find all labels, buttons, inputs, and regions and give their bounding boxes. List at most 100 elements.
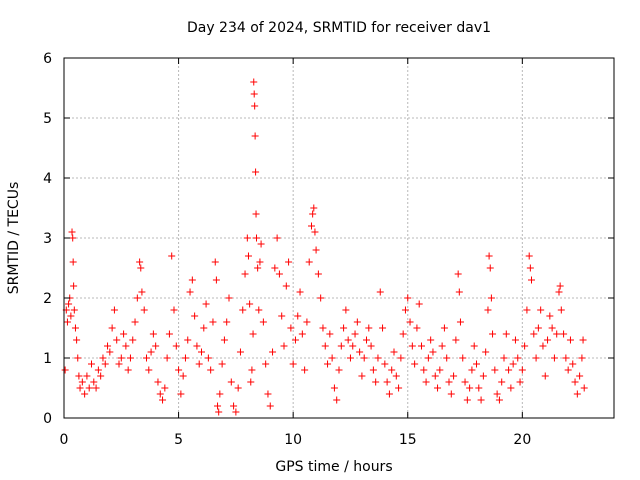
- data-point: [175, 366, 183, 374]
- data-point: [363, 336, 370, 344]
- data-point: [342, 306, 350, 314]
- data-point: [76, 384, 84, 392]
- data-point: [214, 402, 222, 410]
- data-point: [254, 264, 262, 272]
- chart-title: Day 234 of 2024, SRMTID for receiver dav…: [187, 20, 491, 36]
- data-point: [163, 354, 171, 362]
- data-point: [247, 378, 255, 386]
- data-point: [576, 372, 584, 380]
- data-point: [556, 282, 564, 290]
- data-point: [225, 294, 233, 302]
- data-point: [381, 360, 389, 368]
- data-point: [99, 354, 107, 362]
- data-point: [298, 330, 306, 338]
- data-point: [234, 384, 242, 392]
- data-point: [65, 300, 73, 308]
- data-point: [251, 102, 259, 110]
- data-point: [566, 336, 574, 344]
- data-point: [149, 330, 157, 338]
- data-point: [463, 396, 471, 404]
- data-point: [530, 330, 538, 338]
- data-point: [395, 384, 403, 392]
- data-point: [495, 396, 503, 404]
- data-point: [195, 360, 203, 368]
- data-point: [528, 276, 535, 284]
- data-point: [239, 306, 247, 314]
- data-point: [181, 354, 189, 362]
- data-point: [335, 366, 343, 374]
- data-point: [177, 390, 185, 398]
- data-point: [212, 276, 220, 284]
- data-point: [459, 354, 467, 362]
- data-point: [326, 330, 334, 338]
- data-point: [337, 342, 345, 350]
- data-point: [216, 390, 224, 398]
- data-point: [71, 324, 79, 332]
- data-point: [115, 360, 123, 368]
- data-point: [143, 354, 150, 362]
- data-point: [415, 300, 423, 308]
- data-point: [61, 366, 69, 374]
- data-point: [227, 378, 235, 386]
- data-point: [514, 354, 522, 362]
- data-point: [113, 336, 121, 344]
- data-point: [108, 324, 116, 332]
- data-point: [172, 342, 180, 350]
- data-point: [548, 324, 556, 332]
- data-point: [154, 378, 162, 386]
- data-point: [383, 378, 391, 386]
- data-point: [273, 234, 281, 242]
- data-point: [285, 258, 293, 266]
- data-point: [170, 306, 178, 314]
- data-point: [518, 366, 526, 374]
- data-point: [67, 312, 75, 320]
- data-point: [482, 348, 490, 356]
- plot-area: [64, 58, 614, 418]
- data-point: [491, 366, 499, 374]
- data-point: [550, 354, 558, 362]
- data-point: [456, 318, 464, 326]
- data-point: [344, 336, 352, 344]
- data-point: [122, 342, 130, 350]
- data-point: [280, 342, 288, 350]
- data-point: [461, 378, 469, 386]
- data-point: [431, 372, 439, 380]
- data-point: [69, 234, 77, 242]
- data-point: [314, 270, 322, 278]
- data-point: [489, 330, 497, 338]
- data-point: [353, 318, 361, 326]
- data-point: [255, 306, 263, 314]
- data-point: [236, 348, 244, 356]
- data-point: [305, 258, 313, 266]
- data-point: [526, 264, 534, 272]
- y-axis-label: SRMTID / TECUs: [6, 182, 22, 295]
- data-point: [452, 336, 460, 344]
- data-point: [369, 366, 377, 374]
- data-point: [289, 360, 297, 368]
- data-point: [209, 318, 217, 326]
- data-point: [117, 354, 125, 362]
- data-point: [397, 354, 405, 362]
- data-point: [411, 360, 419, 368]
- data-point: [443, 354, 451, 362]
- data-point: [473, 360, 480, 368]
- data-point: [525, 252, 533, 260]
- data-point: [470, 342, 478, 350]
- data-point: [140, 306, 148, 314]
- data-point: [275, 270, 283, 278]
- data-point: [165, 330, 173, 338]
- data-point: [156, 390, 164, 398]
- data-point: [560, 330, 568, 338]
- data-point: [422, 378, 430, 386]
- data-point: [278, 312, 286, 320]
- data-point: [243, 234, 251, 242]
- data-point: [557, 306, 565, 314]
- data-point: [500, 354, 508, 362]
- data-point: [74, 354, 82, 362]
- data-point: [250, 90, 258, 98]
- data-point: [562, 354, 570, 362]
- data-point: [484, 306, 492, 314]
- data-point: [578, 354, 586, 362]
- data-point: [532, 354, 540, 362]
